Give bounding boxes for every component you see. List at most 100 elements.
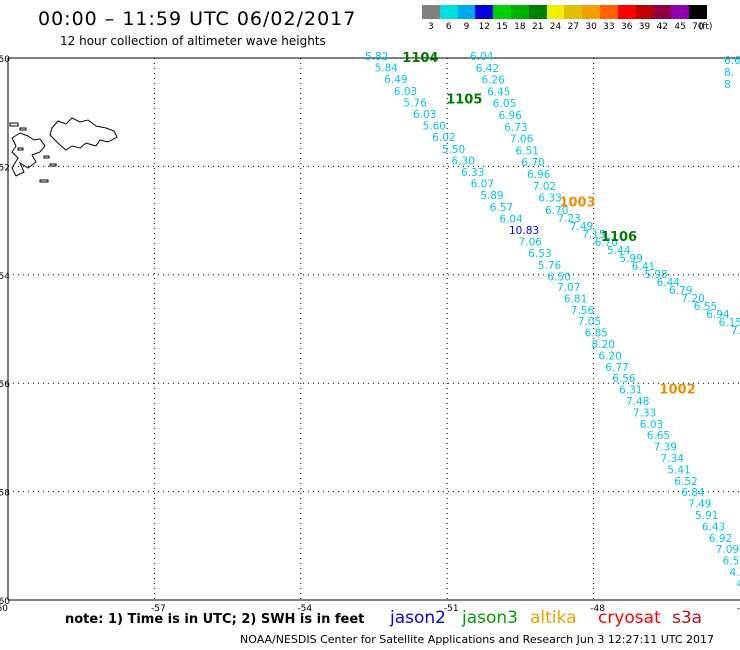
pass-marker-label: 1003 — [559, 196, 595, 211]
swh-value-label: 6.41 — [632, 261, 655, 273]
swh-value-label: 6.30 — [451, 155, 474, 167]
swh-value-label: 5.76 — [403, 97, 427, 109]
scale-label: 70 — [692, 22, 704, 32]
latitude-tick-label: -56 — [0, 380, 10, 390]
swh-value-label: 6.57 — [490, 202, 513, 214]
swh-value-label: 7.56 — [571, 305, 595, 317]
latitude-tick-label: -60 — [0, 597, 10, 607]
scale-swatch — [493, 5, 511, 19]
swh-value-label: 6.81 — [564, 293, 587, 305]
swh-value-label: 6.44 — [657, 277, 681, 289]
satellite-legend-s3a: s3a — [672, 608, 703, 628]
swh-value-label: 6.03 — [394, 86, 417, 98]
scale-label: 24 — [549, 22, 562, 32]
satellite-legend-jason3: jason3 — [462, 608, 518, 628]
swh-value-label: 6.03 — [413, 109, 436, 121]
scale-swatch — [564, 5, 583, 19]
scale-label: 3 — [428, 22, 434, 32]
swh-value-label: 5.91 — [695, 510, 718, 522]
swh-value-label: 6.96 — [527, 169, 551, 181]
swh-value-label: 7.06 — [510, 134, 534, 146]
longitude-tick-label: -54 — [297, 604, 312, 614]
swh-value-label: 6.20 — [598, 350, 621, 362]
swh-value-label: 4.4 — [730, 567, 740, 579]
swh-value-label: 6.52 — [674, 476, 697, 488]
swh-value-label: 6.49 — [384, 74, 407, 86]
swh-value-label: 7.49 — [570, 221, 593, 233]
swh-value-label: 6.43 — [702, 521, 725, 533]
small-island — [43, 155, 50, 159]
swh-value-label: 7.33 — [633, 407, 656, 419]
swh-value-label: 6.70 — [545, 205, 568, 217]
swh-value-label: 6.42 — [476, 63, 499, 75]
swh-value-label: 6.04 — [470, 51, 494, 63]
swh-value-label: 8. — [724, 67, 734, 79]
swh-value-label: 6.15 — [719, 317, 740, 329]
swh-value-label: 7.23 — [557, 213, 580, 225]
altimeter-tracks: 5.825.846.496.035.766.035.606.025.506.30… — [365, 51, 740, 590]
pass-marker-label: 1105 — [446, 93, 482, 108]
swh-value-label: 7.48 — [626, 396, 649, 408]
swh-value-label: 6.92 — [709, 533, 732, 545]
track-track-b: 6.046.426.266.456.056.966.737.066.516.70… — [470, 51, 740, 337]
swh-value-label: 6.26 — [481, 75, 505, 87]
swh-value-label: 7.49 — [688, 499, 711, 511]
scale-label: 6 — [445, 22, 452, 32]
scale-swatch — [600, 5, 618, 19]
swh-value-label: 7.07 — [557, 282, 580, 294]
longitude-tick-label: -60 — [0, 604, 8, 614]
satellite-legend-cryosat: cryosat — [598, 608, 661, 628]
swh-value-label: 6.96 — [499, 110, 523, 122]
swh-value-label: 6.77 — [605, 362, 628, 374]
swh-value-label: 7.06 — [519, 237, 543, 249]
satellite-legend-altika: altika — [530, 608, 577, 628]
scale-swatch — [582, 5, 600, 19]
scale-swatch — [422, 5, 440, 19]
swh-value-label: 5.60 — [423, 121, 446, 133]
swh-value-label: 6.02 — [432, 132, 455, 144]
swh-value-label: 7.02 — [533, 181, 556, 193]
swh-value-label: 6.33 — [538, 193, 561, 205]
swh-value-label: 6.94 — [706, 309, 730, 321]
swh-value-label: 5.98 — [644, 269, 667, 281]
pass-marker-label: 1106 — [601, 230, 637, 245]
swh-value-label: 6.51 — [516, 145, 539, 157]
swh-value-label: 6.56 — [612, 373, 636, 385]
east-falkland-coastline — [49, 117, 118, 151]
small-island — [39, 179, 49, 183]
scale-label: 21 — [531, 22, 544, 32]
scale-swatch — [511, 5, 529, 19]
map-grid — [8, 58, 740, 600]
swh-value-label: 6.31 — [619, 385, 642, 397]
latitude-tick-label: -58 — [0, 489, 10, 499]
scale-label: 9 — [463, 22, 470, 32]
swh-value-label: 6.03 — [640, 419, 663, 431]
scale-label: 30 — [585, 22, 597, 32]
swh-value-label: 5.50 — [442, 144, 465, 156]
scale-swatch — [635, 5, 654, 19]
scale-swatch — [689, 5, 707, 19]
swh-value-label: 6.53 — [528, 248, 551, 260]
latitude-tick-label: -52 — [0, 163, 10, 173]
swh-value-label: 6.65 — [647, 430, 670, 442]
swh-value-label: 7. — [731, 325, 740, 337]
swh-value-label: 6.51 — [723, 556, 740, 568]
swh-value-label: 6.84 — [681, 487, 705, 499]
swh-value-label: 6.73 — [504, 122, 527, 134]
track-track-a: 5.825.846.496.035.766.035.606.025.506.30… — [365, 51, 740, 590]
swh-value-label: 6.50 — [547, 271, 570, 283]
scale-swatch — [546, 5, 565, 19]
small-island — [9, 122, 19, 127]
swh-value-label: 6.05 — [493, 98, 516, 110]
swh-value-label: 6.55 — [694, 301, 717, 313]
scale-swatch — [671, 5, 689, 19]
axis-tick-labels: -50 -52 -54 -56 -58 -60-60 -57 -54 -51 -48 -45 — [0, 55, 740, 614]
latitude-tick-label: -50 — [0, 55, 10, 65]
scale-swatch — [475, 5, 494, 19]
longitude-tick-label: -51 — [444, 604, 459, 614]
swh-value-label: 6.79 — [669, 285, 692, 297]
pass-marker-label: 1002 — [659, 383, 695, 398]
swh-value-label: 6.33 — [461, 167, 484, 179]
scale-label: 36 — [620, 22, 633, 32]
